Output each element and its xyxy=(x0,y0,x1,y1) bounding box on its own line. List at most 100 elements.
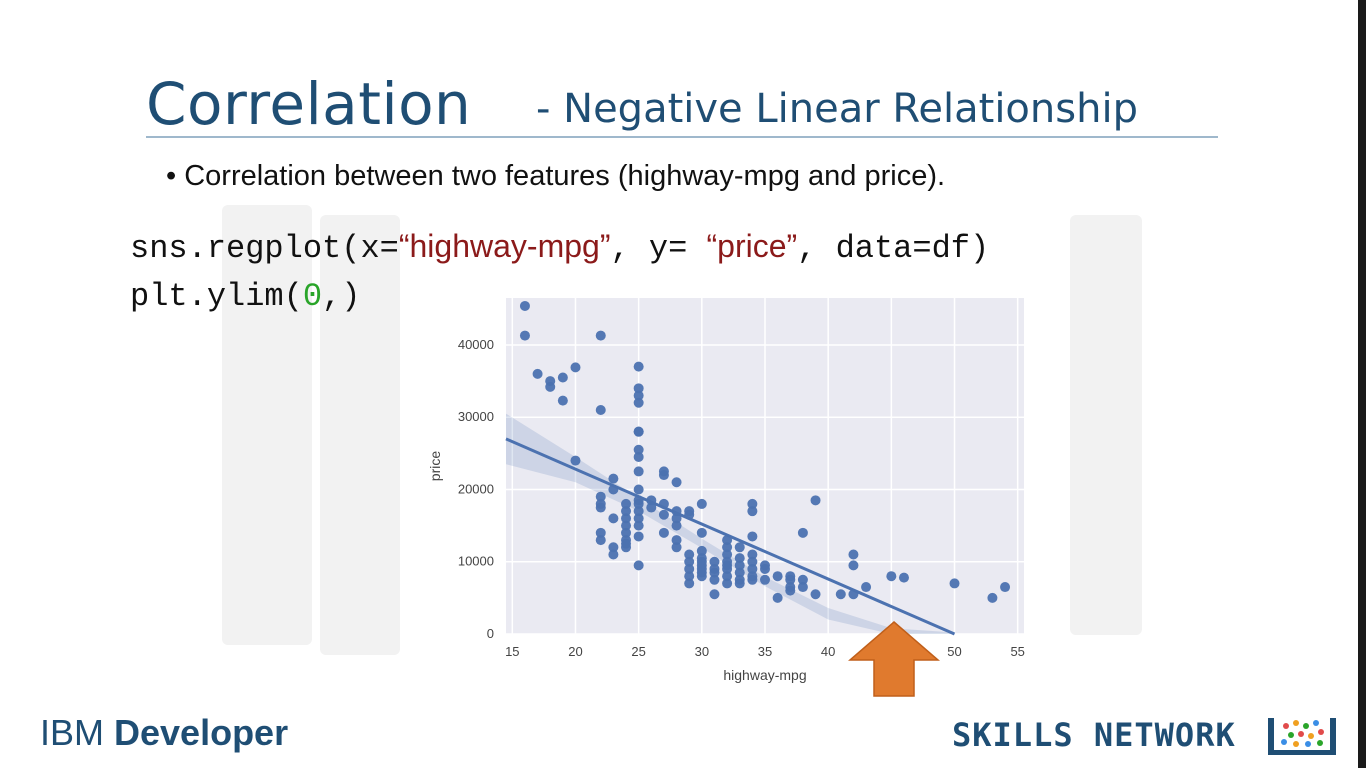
data-point xyxy=(760,563,770,574)
title-underline xyxy=(146,136,1218,138)
code-1d: “price” xyxy=(706,228,798,264)
data-point xyxy=(608,549,619,560)
data-point xyxy=(684,563,695,574)
data-point xyxy=(621,513,632,524)
data-point xyxy=(633,383,644,394)
data-point xyxy=(595,330,606,341)
data-point xyxy=(898,572,909,583)
x-tick-label: 40 xyxy=(821,644,835,659)
ibm-developer-logo: IBM Developer xyxy=(40,712,288,754)
y-tick-label: 0 xyxy=(487,626,494,641)
data-point xyxy=(633,444,644,455)
data-point xyxy=(734,542,745,553)
y-tick-label: 30000 xyxy=(458,409,494,424)
data-point xyxy=(633,520,644,531)
data-point xyxy=(747,556,758,567)
frame-edge xyxy=(1358,0,1366,768)
data-point xyxy=(633,466,644,477)
data-point xyxy=(595,527,606,538)
data-point xyxy=(848,549,859,560)
data-point xyxy=(621,506,632,517)
data-point xyxy=(747,563,758,574)
data-point xyxy=(595,405,606,415)
data-point xyxy=(810,589,821,600)
data-point xyxy=(633,498,644,509)
data-point xyxy=(633,397,644,408)
data-point xyxy=(621,498,632,509)
data-point xyxy=(595,491,606,502)
bullet-text: Correlation between two features (highwa… xyxy=(184,160,946,192)
data-point xyxy=(633,390,644,401)
data-point xyxy=(835,589,846,600)
data-point xyxy=(797,582,808,593)
data-point xyxy=(734,553,745,564)
data-point xyxy=(848,560,859,571)
data-point xyxy=(886,571,897,582)
data-point xyxy=(797,527,808,538)
data-point xyxy=(658,470,669,481)
data-point xyxy=(633,484,644,495)
code-2a: plt.ylim( xyxy=(130,278,303,315)
data-point xyxy=(861,582,872,593)
data-point xyxy=(621,542,632,553)
y-tick-label: 20000 xyxy=(458,481,494,496)
x-tick-label: 30 xyxy=(695,644,709,659)
x-tick-label: 20 xyxy=(568,644,582,659)
data-point xyxy=(595,535,606,546)
code-1c: , y= xyxy=(610,230,707,267)
code-1a: sns.regplot(x= xyxy=(130,230,399,267)
data-point xyxy=(722,571,733,582)
data-point xyxy=(722,578,733,589)
y-tick-label: 40000 xyxy=(458,337,494,352)
data-point xyxy=(570,455,581,466)
data-point xyxy=(621,527,632,538)
data-point xyxy=(557,395,568,406)
data-point xyxy=(633,531,644,542)
data-point xyxy=(658,527,669,538)
data-point xyxy=(671,513,682,524)
title-main: Correlation xyxy=(146,70,472,138)
data-point xyxy=(570,362,581,373)
data-point xyxy=(747,549,758,560)
y-tick-label: 10000 xyxy=(458,554,494,569)
up-arrow-icon xyxy=(848,621,940,697)
data-point xyxy=(709,567,720,578)
data-point xyxy=(987,592,998,603)
ibm-text: IBM xyxy=(40,712,115,753)
data-point xyxy=(684,571,695,582)
data-point xyxy=(734,567,745,578)
watermark-left-2 xyxy=(320,215,400,655)
data-point xyxy=(519,300,530,311)
data-point xyxy=(747,531,758,542)
x-tick-label: 35 xyxy=(758,644,772,659)
data-point xyxy=(646,502,657,513)
data-point xyxy=(747,506,758,517)
data-point xyxy=(696,498,707,509)
data-point xyxy=(633,513,644,524)
data-point xyxy=(595,502,606,513)
x-tick-label: 15 xyxy=(505,644,519,659)
watermark-left xyxy=(222,205,312,645)
code-line-2: plt.ylim(0,) xyxy=(130,278,360,315)
data-point xyxy=(696,527,707,538)
data-point xyxy=(608,542,619,553)
data-point xyxy=(772,592,783,603)
data-point xyxy=(785,585,796,596)
data-point xyxy=(633,426,644,437)
code-2c: ,) xyxy=(322,278,361,315)
data-point xyxy=(760,574,770,585)
code-line-1: sns.regplot(x=“highway-mpg”, y= “price”,… xyxy=(130,228,989,267)
data-point xyxy=(545,381,556,392)
data-point xyxy=(722,549,733,560)
data-point xyxy=(671,520,682,531)
data-point xyxy=(519,330,530,341)
data-point xyxy=(557,372,568,383)
data-point xyxy=(709,556,720,567)
data-point xyxy=(633,506,644,517)
data-point xyxy=(785,574,796,585)
data-point xyxy=(633,451,644,462)
data-point xyxy=(696,545,707,556)
skills-network-icon xyxy=(1268,718,1336,755)
data-point xyxy=(722,563,733,574)
skills-network-logo: SKILLS NETWORK xyxy=(952,716,1236,754)
